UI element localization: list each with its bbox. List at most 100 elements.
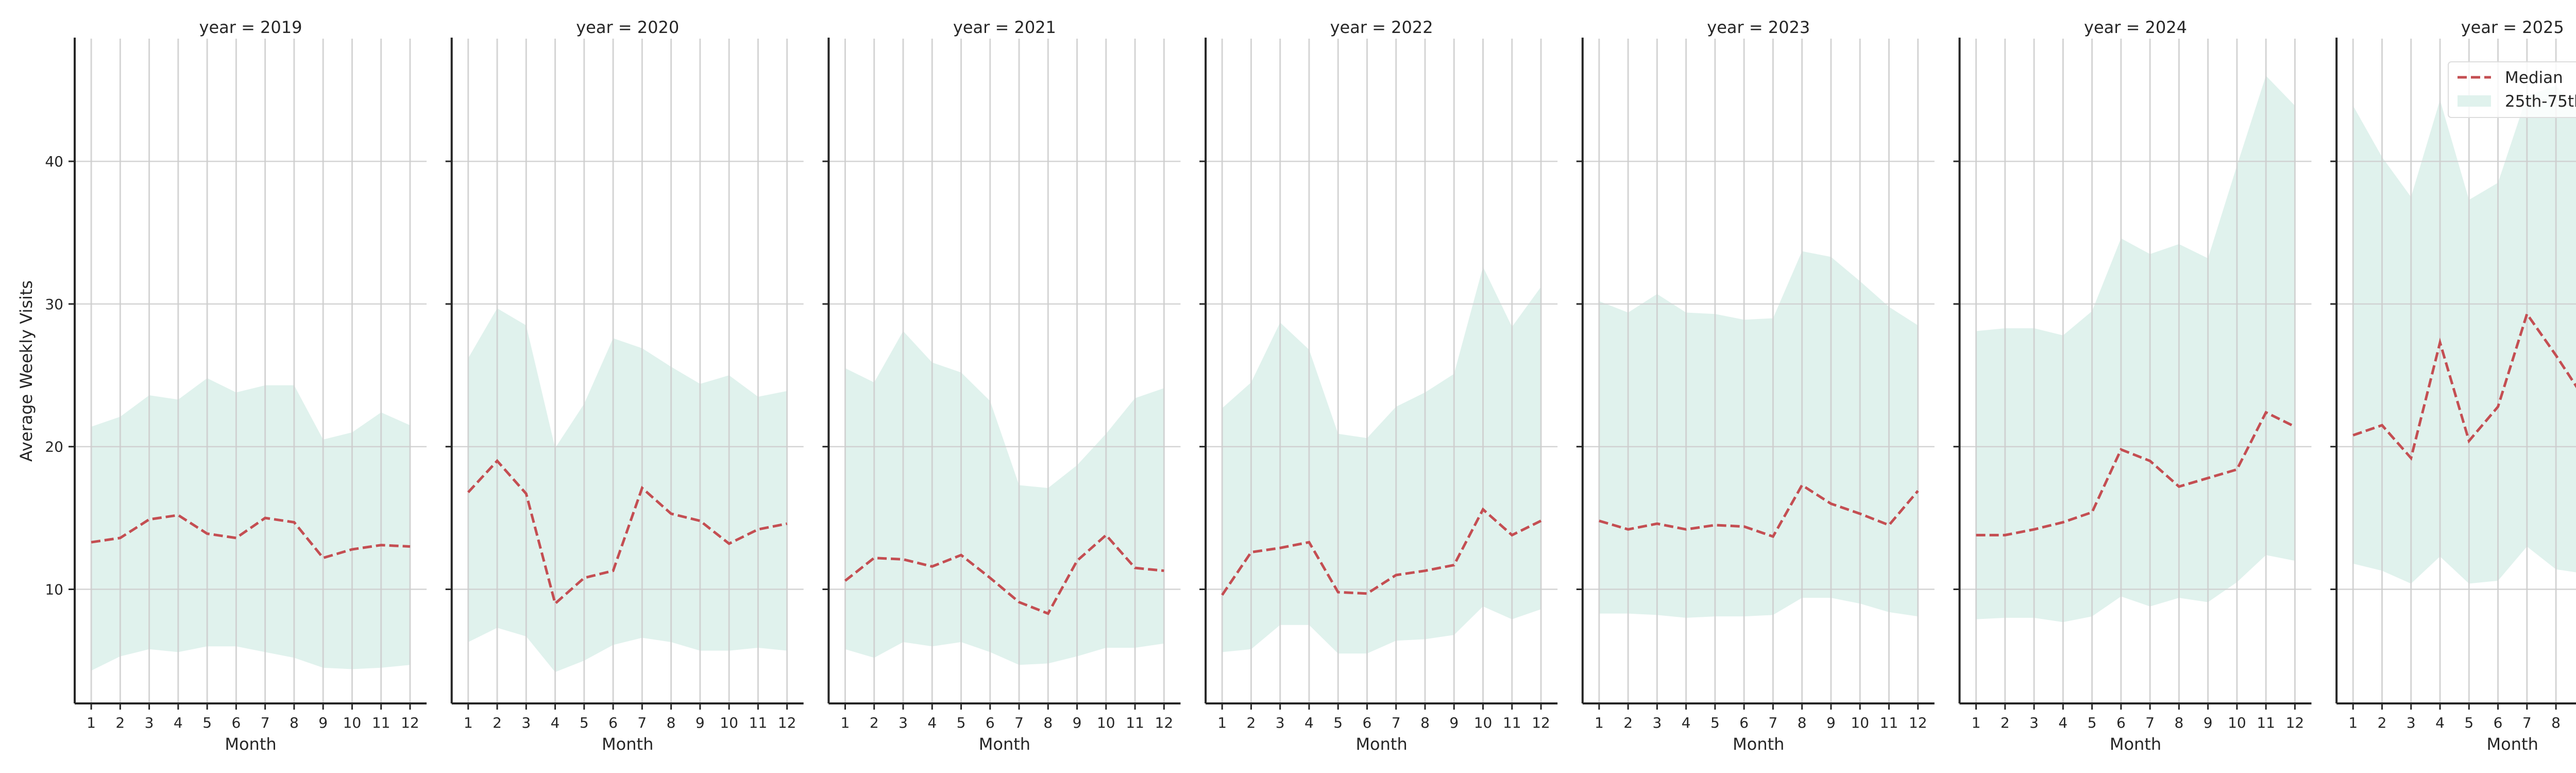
x-tick-label: 2 <box>2001 714 2010 731</box>
x-tick-label: 12 <box>1155 714 1174 731</box>
legend-band-label: 25th-75th Percentile <box>2505 92 2576 111</box>
x-tick-label: 11 <box>372 714 391 731</box>
legend-median-label: Median <box>2505 69 2563 87</box>
x-tick-label: 9 <box>2204 714 2213 731</box>
x-axis-label: Month <box>602 734 653 754</box>
panel-title: year = 2022 <box>1330 18 1433 37</box>
x-tick-label: 2 <box>870 714 879 731</box>
x-tick-label: 6 <box>1739 714 1749 731</box>
x-tick-label: 10 <box>1097 714 1115 731</box>
y-tick-label: 40 <box>45 153 63 170</box>
x-tick-label: 11 <box>1880 714 1899 731</box>
x-tick-label: 6 <box>1363 714 1372 731</box>
x-tick-label: 2 <box>115 714 125 731</box>
x-tick-label: 11 <box>1126 714 1144 731</box>
x-tick-label: 4 <box>1682 714 1691 731</box>
x-axis-label: Month <box>1733 734 1784 754</box>
x-tick-label: 1 <box>87 714 96 731</box>
x-tick-label: 8 <box>2174 714 2183 731</box>
x-tick-label: 3 <box>145 714 154 731</box>
median-line <box>2352 311 2576 461</box>
x-tick-label: 8 <box>667 714 676 731</box>
x-tick-label: 7 <box>1392 714 1401 731</box>
x-tick-label: 5 <box>957 714 966 731</box>
x-tick-label: 5 <box>1710 714 1720 731</box>
x-tick-label: 1 <box>2348 714 2358 731</box>
legend: Median 25th-75th Percentile <box>2448 61 2576 118</box>
panel-title: year = 2025 <box>2461 18 2564 37</box>
x-tick-label: 2 <box>493 714 502 731</box>
x-axis-label: Month <box>2110 734 2161 754</box>
x-tick-label: 10 <box>720 714 738 731</box>
x-tick-label: 10 <box>343 714 362 731</box>
x-tick-label: 8 <box>1798 714 1807 731</box>
x-tick-label: 5 <box>1333 714 1343 731</box>
x-tick-label: 12 <box>2286 714 2304 731</box>
legend-band-swatch <box>2458 95 2491 107</box>
x-axis-label: Month <box>979 734 1030 754</box>
x-tick-label: 11 <box>1503 714 1521 731</box>
y-tick-label: 10 <box>45 581 63 598</box>
x-tick-label: 3 <box>521 714 531 731</box>
x-tick-label: 8 <box>1043 714 1053 731</box>
median-line <box>467 459 788 606</box>
x-tick-label: 12 <box>1909 714 1927 731</box>
median-line <box>1221 507 1542 596</box>
percentile-band <box>1599 251 1918 618</box>
x-tick-label: 4 <box>2058 714 2067 731</box>
x-tick-label: 1 <box>841 714 850 731</box>
x-tick-label: 2 <box>2378 714 2387 731</box>
panel-title: year = 2023 <box>1707 18 1810 37</box>
x-tick-label: 1 <box>464 714 473 731</box>
x-tick-label: 6 <box>608 714 618 731</box>
x-tick-label: 3 <box>2029 714 2039 731</box>
x-tick-label: 6 <box>2116 714 2126 731</box>
x-tick-label: 6 <box>986 714 995 731</box>
x-tick-label: 6 <box>231 714 241 731</box>
percentile-band <box>1976 75 2295 623</box>
panel-title: year = 2020 <box>576 18 679 37</box>
x-tick-label: 9 <box>1449 714 1459 731</box>
x-axis-label: Month <box>225 734 276 754</box>
x-tick-label: 2 <box>1623 714 1633 731</box>
x-tick-label: 9 <box>696 714 705 731</box>
x-tick-label: 9 <box>318 714 328 731</box>
x-tick-label: 1 <box>1972 714 1981 731</box>
panel-title: year = 2024 <box>2084 18 2187 37</box>
x-tick-label: 5 <box>2088 714 2097 731</box>
x-tick-label: 1 <box>1217 714 1227 731</box>
x-tick-label: 12 <box>778 714 796 731</box>
x-tick-label: 10 <box>1474 714 1493 731</box>
x-tick-label: 9 <box>1073 714 1082 731</box>
x-tick-label: 11 <box>2257 714 2275 731</box>
x-axis-label: Month <box>1355 734 1407 754</box>
x-tick-label: 3 <box>899 714 908 731</box>
x-tick-label: 7 <box>1014 714 1024 731</box>
x-tick-label: 4 <box>551 714 560 731</box>
x-tick-label: 8 <box>2551 714 2561 731</box>
median-line <box>844 533 1164 615</box>
x-tick-label: 7 <box>261 714 270 731</box>
x-tick-label: 1 <box>1595 714 1604 731</box>
x-tick-label: 3 <box>1276 714 1285 731</box>
x-tick-label: 12 <box>401 714 419 731</box>
x-tick-label: 3 <box>2406 714 2416 731</box>
panel-title: year = 2019 <box>199 18 302 37</box>
x-tick-label: 12 <box>1532 714 1550 731</box>
x-tick-label: 4 <box>927 714 937 731</box>
x-axis-label: Month <box>2487 734 2538 754</box>
x-tick-label: 4 <box>1304 714 1314 731</box>
x-tick-label: 4 <box>2435 714 2445 731</box>
percentile-band <box>2353 86 2576 584</box>
percentile-band <box>468 308 787 673</box>
x-tick-label: 7 <box>2145 714 2155 731</box>
x-tick-label: 8 <box>1420 714 1430 731</box>
x-tick-label: 11 <box>749 714 768 731</box>
